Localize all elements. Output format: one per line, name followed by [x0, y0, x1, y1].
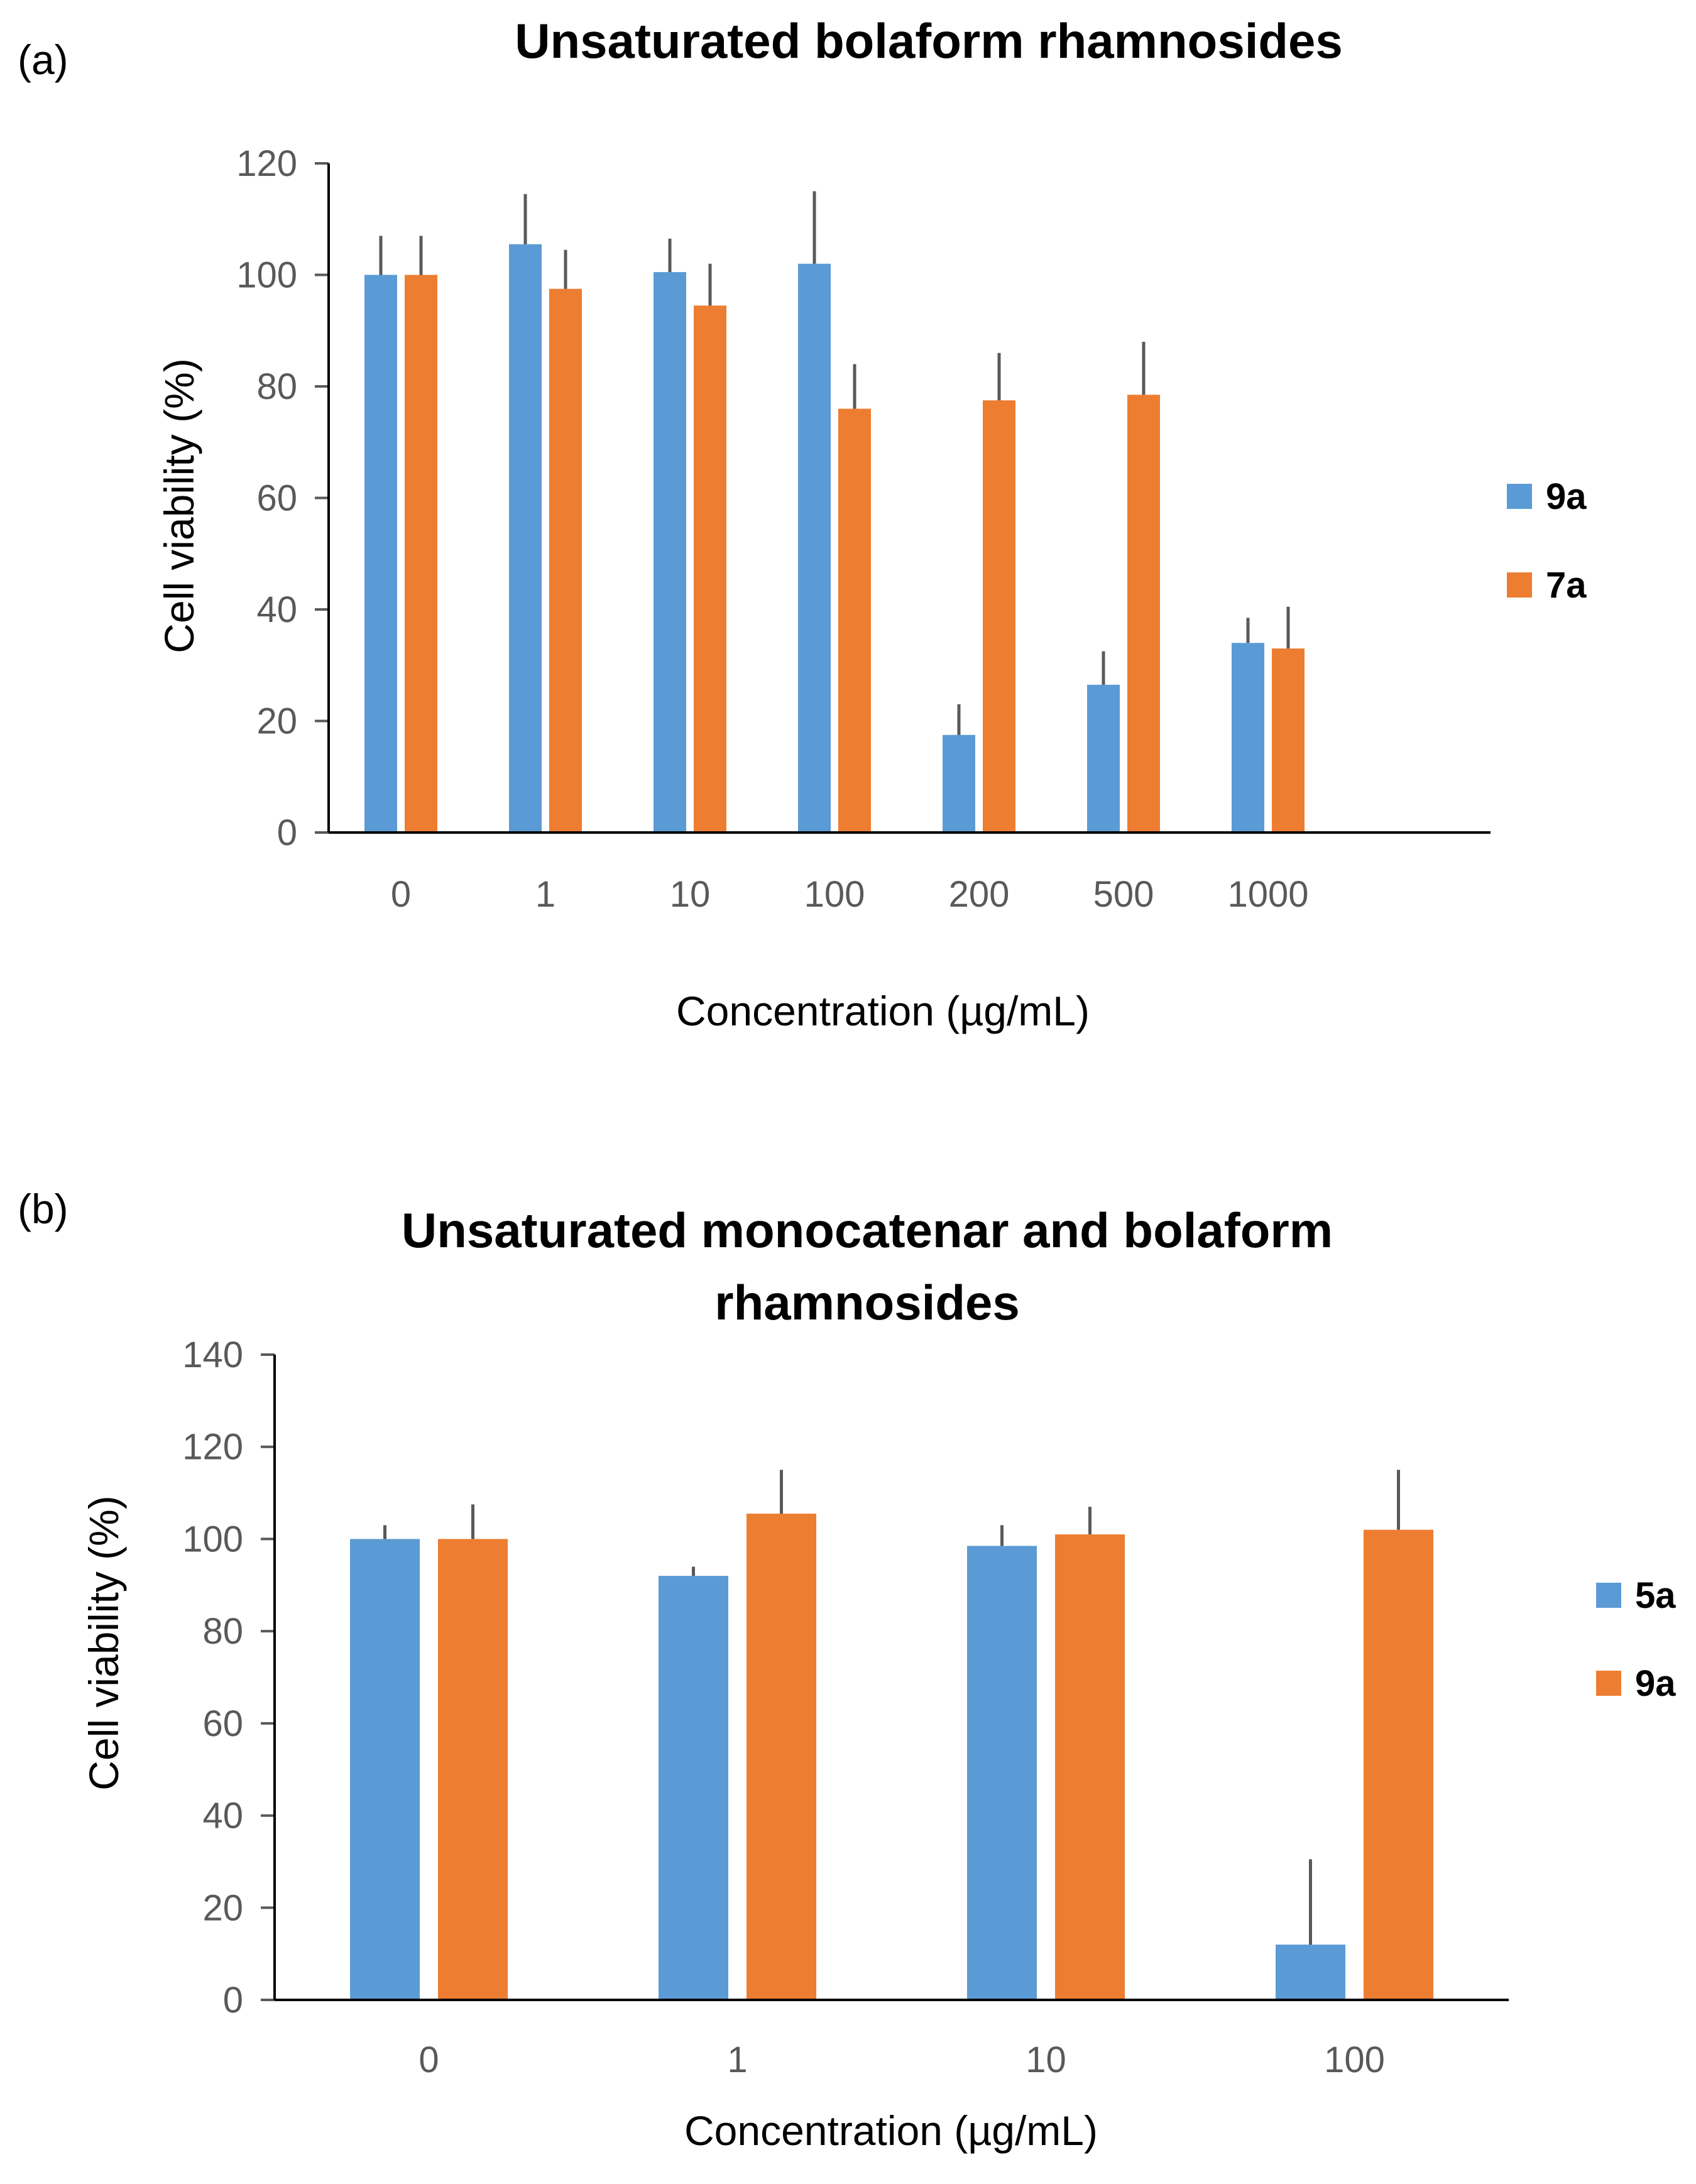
chart-b-title-line-2: rhamnosides [714, 1275, 1019, 1330]
bar-9a-500 [1087, 684, 1120, 833]
chart-a-bars [364, 244, 1305, 833]
y-tick-label: 0 [277, 812, 297, 853]
bar-7a-200 [983, 400, 1015, 833]
y-tick-label: 100 [236, 255, 297, 296]
chart-b-error-bars [383, 1470, 1400, 1945]
y-tick-label: 140 [182, 1335, 243, 1375]
legend-label-7a: 7a [1546, 565, 1587, 606]
legend-label-5a: 5a [1635, 1575, 1676, 1616]
bar-9a-0 [364, 275, 397, 833]
bar-7a-100 [838, 408, 871, 833]
bar-9a-0 [438, 1539, 508, 2000]
x-tick-label: 100 [1324, 2039, 1385, 2080]
legend-swatch-9a [1596, 1671, 1621, 1696]
bar-5a-100 [1276, 1944, 1345, 2000]
panel-label-b: (b) [18, 1186, 68, 1232]
chart-a: (a) Unsaturated bolaform rhamnosides Cel… [18, 13, 1587, 1034]
chart-b-y-ticks: 0 20 40 60 80 100 120 140 [182, 1335, 275, 2021]
chart-b-legend: 5a 9a [1596, 1575, 1676, 1704]
chart-a-x-axis-title: Concentration (µg/mL) [676, 988, 1090, 1034]
bar-9a-1 [509, 244, 542, 833]
bar-5a-0 [350, 1539, 420, 2000]
bar-7a-500 [1127, 395, 1160, 833]
y-tick-label: 60 [256, 478, 297, 519]
x-tick-label: 1 [535, 874, 555, 915]
chart-a-axes [327, 163, 1491, 834]
y-tick-label: 0 [223, 1980, 243, 2021]
bar-7a-0 [405, 275, 437, 833]
bar-9a-100 [798, 263, 831, 833]
bar-9a-10 [1055, 1534, 1125, 2000]
legend-swatch-7a [1507, 572, 1532, 598]
bar-9a-1 [747, 1514, 816, 2000]
legend-label-9a: 9a [1635, 1663, 1676, 1704]
legend-swatch-9a [1507, 484, 1532, 509]
legend-label-9a: 9a [1546, 476, 1587, 517]
chart-b-title-line-1: Unsaturated monocatenar and bolaform [402, 1203, 1333, 1258]
chart-b: (b) Unsaturated monocatenar and bolaform… [18, 1186, 1676, 2154]
chart-a-y-axis-title: Cell viability (%) [156, 358, 202, 653]
y-tick-label: 120 [236, 143, 297, 184]
y-tick-label: 20 [202, 1887, 243, 1928]
y-tick-label: 40 [256, 589, 297, 630]
bar-7a-1 [549, 288, 582, 833]
x-tick-label: 100 [804, 874, 865, 915]
chart-b-y-axis-title: Cell viability (%) [80, 1495, 127, 1790]
bar-9a-1000 [1232, 643, 1264, 833]
y-tick-label: 60 [202, 1703, 243, 1744]
y-tick-label: 80 [202, 1611, 243, 1652]
chart-a-legend: 9a 7a [1507, 476, 1587, 606]
x-tick-label: 200 [949, 874, 1010, 915]
chart-b-x-axis-title: Concentration (µg/mL) [684, 2107, 1098, 2154]
bar-5a-10 [967, 1546, 1037, 2000]
chart-a-y-ticks: 0 20 40 60 80 100 120 [236, 143, 329, 853]
x-tick-label: 1000 [1227, 874, 1308, 915]
bar-9a-200 [943, 734, 975, 833]
y-tick-label: 100 [182, 1519, 243, 1559]
x-tick-label: 0 [419, 2039, 439, 2080]
x-tick-label: 500 [1093, 874, 1154, 915]
bar-7a-1000 [1272, 648, 1305, 833]
bar-9a-100 [1364, 1529, 1433, 2000]
x-tick-label: 10 [1026, 2039, 1066, 2080]
x-tick-label: 0 [391, 874, 411, 915]
bar-7a-10 [694, 305, 726, 833]
bar-9a-10 [654, 272, 686, 833]
x-tick-label: 10 [670, 874, 711, 915]
chart-a-title: Unsaturated bolaform rhamnosides [515, 13, 1343, 68]
y-tick-label: 20 [256, 701, 297, 742]
chart-a-error-bars [379, 191, 1290, 735]
chart-b-bars [350, 1514, 1433, 2000]
bar-5a-1 [659, 1576, 728, 2000]
chart-b-x-ticks: 0 1 10 100 [419, 2039, 1385, 2080]
x-tick-label: 1 [727, 2039, 747, 2080]
y-tick-label: 40 [202, 1796, 243, 1837]
chart-b-axes [273, 1355, 1509, 2001]
legend-swatch-5a [1596, 1583, 1621, 1608]
y-tick-label: 80 [256, 366, 297, 407]
chart-a-x-ticks: 0 1 10 100 200 500 1000 [391, 874, 1309, 915]
y-tick-label: 120 [182, 1427, 243, 1468]
panel-label-a: (a) [18, 36, 68, 83]
